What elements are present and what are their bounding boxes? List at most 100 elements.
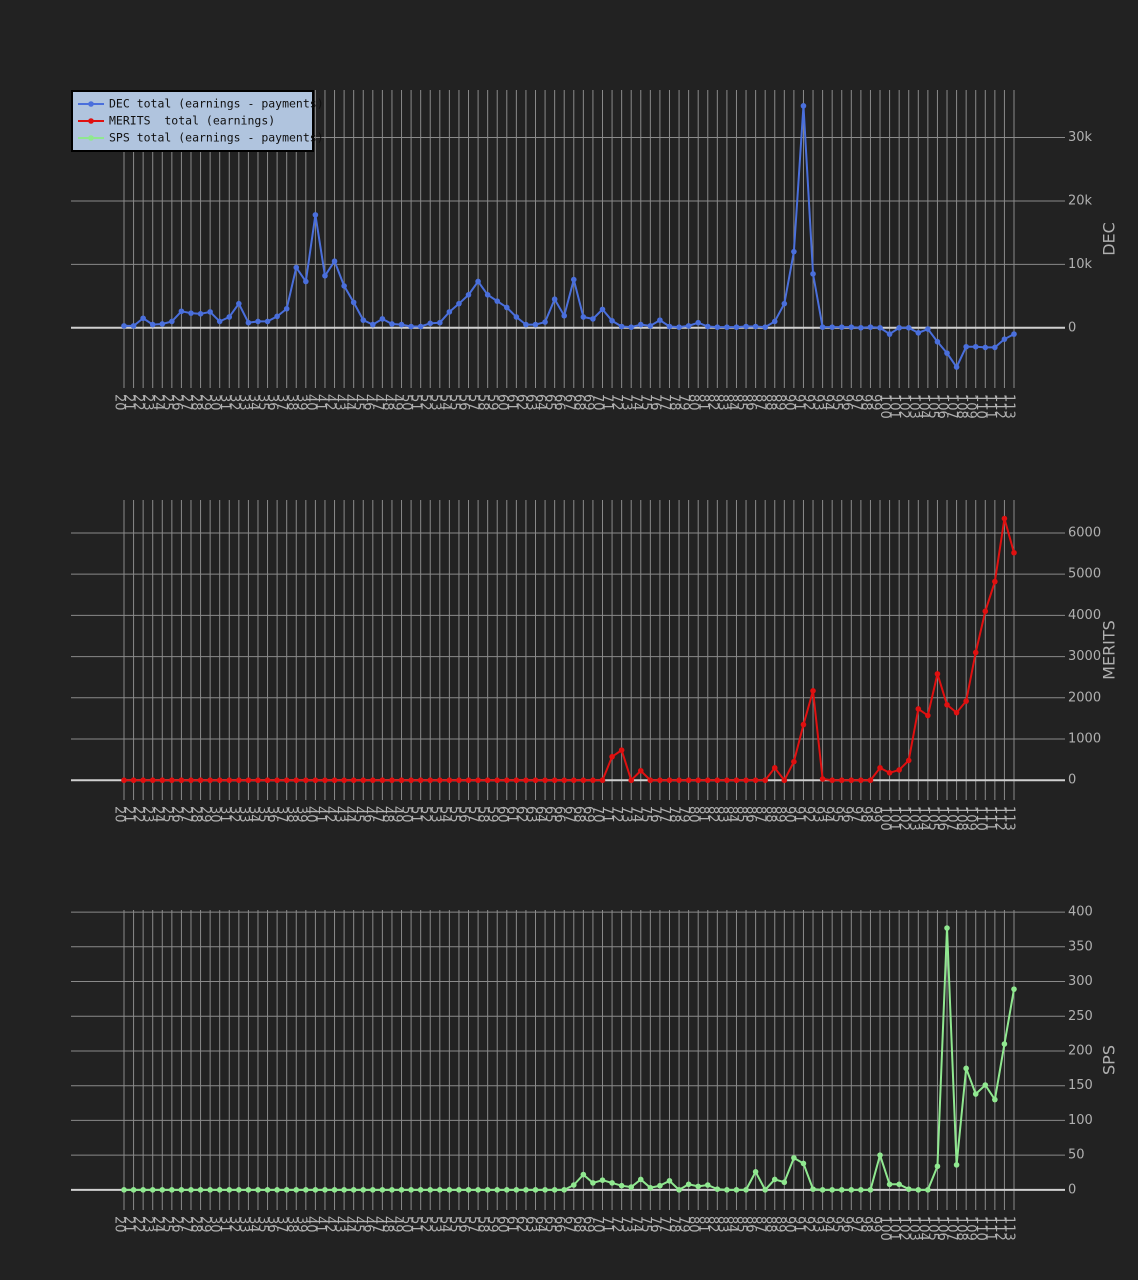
data-point — [475, 278, 481, 285]
x-tick-label: 78 — [667, 806, 682, 823]
x-tick-label: 24 — [150, 806, 165, 823]
x-tick-label: 37 — [274, 394, 289, 411]
data-point — [523, 1187, 529, 1193]
x-tick-label: 75 — [638, 1216, 653, 1233]
data-point — [408, 1187, 414, 1193]
x-tick-label: 46 — [360, 394, 375, 411]
x-tick-label: 32 — [226, 806, 241, 823]
x-tick-label: 94 — [820, 1216, 835, 1233]
x-tick-label: 76 — [647, 1216, 662, 1233]
data-point — [1011, 331, 1017, 337]
y-tick-label: 1000 — [1068, 732, 1101, 747]
x-tick-label: 113 — [1002, 394, 1017, 419]
data-point — [456, 777, 462, 784]
x-tick-label: 104 — [915, 1216, 930, 1241]
data-point — [1001, 1041, 1008, 1047]
x-tick-label: 66 — [552, 1216, 567, 1233]
x-tick-label: 110 — [973, 1216, 988, 1241]
data-point — [465, 291, 472, 298]
data-point — [255, 777, 261, 784]
data-point — [216, 318, 223, 325]
x-tick-label: 99 — [868, 394, 883, 411]
data-point — [188, 777, 194, 784]
data-point — [791, 1155, 797, 1161]
data-point — [169, 1187, 175, 1193]
x-tick-label: 103 — [906, 1216, 921, 1241]
x-tick-label: 106 — [935, 394, 950, 419]
data-point — [408, 323, 414, 330]
x-tick-label: 50 — [399, 1216, 414, 1233]
x-tick-label: 26 — [169, 394, 184, 411]
x-tick-label: 24 — [150, 394, 165, 411]
legend-box — [71, 90, 314, 152]
x-tick-label: 79 — [676, 394, 691, 411]
y-axis-title: DEC — [1100, 222, 1119, 256]
data-point — [446, 1187, 453, 1193]
data-point — [379, 777, 386, 784]
y-tick-label: 20k — [1068, 193, 1093, 208]
data-point — [905, 757, 912, 764]
data-point — [312, 1187, 319, 1193]
y-tick-label: 150 — [1068, 1078, 1093, 1093]
data-point — [398, 777, 405, 784]
data-point — [695, 777, 701, 784]
x-tick-label: 49 — [389, 806, 404, 823]
x-tick-label: 89 — [772, 1216, 787, 1233]
y-tick-label: 0 — [1068, 1182, 1076, 1197]
data-point — [685, 777, 692, 784]
x-tick-label: 64 — [533, 1216, 548, 1233]
x-tick-label: 73 — [619, 394, 634, 411]
data-point — [743, 323, 749, 330]
data-point — [724, 324, 730, 330]
data-point — [905, 324, 912, 331]
x-tick-label: 52 — [418, 394, 433, 411]
x-tick-label: 41 — [312, 1216, 327, 1233]
data-point — [494, 1187, 501, 1193]
x-tick-label: 33 — [236, 394, 251, 411]
data-point — [819, 776, 826, 782]
data-point — [513, 777, 520, 784]
x-tick-label: 86 — [743, 806, 758, 823]
data-point — [743, 777, 749, 784]
data-point — [590, 777, 596, 784]
data-point — [532, 321, 539, 328]
data-point — [944, 350, 950, 356]
x-tick-label: 79 — [676, 806, 691, 823]
data-point — [953, 364, 960, 370]
x-tick-label: 50 — [399, 394, 414, 411]
data-point — [293, 264, 300, 271]
data-point — [484, 777, 491, 784]
x-tick-label: 84 — [724, 394, 739, 411]
data-point — [303, 1187, 309, 1193]
x-tick-label: 87 — [753, 806, 768, 823]
data-point — [178, 308, 185, 315]
data-point — [982, 608, 989, 615]
x-tick-label: 28 — [188, 806, 203, 823]
x-tick-label: 46 — [360, 806, 375, 823]
x-tick-label: 39 — [293, 806, 308, 823]
data-point — [149, 1187, 156, 1193]
x-tick-label: 76 — [647, 806, 662, 823]
data-point — [236, 300, 242, 307]
data-point — [590, 316, 596, 322]
data-point — [484, 1187, 491, 1193]
x-tick-label: 58 — [475, 394, 490, 411]
x-tick-label: 26 — [169, 806, 184, 823]
data-point — [800, 1160, 807, 1167]
data-point — [121, 323, 127, 329]
data-point — [762, 324, 768, 330]
y-tick-label: 30k — [1068, 130, 1093, 145]
x-tick-label: 77 — [657, 806, 672, 823]
data-point — [283, 1187, 290, 1193]
x-tick-label: 77 — [657, 394, 672, 411]
data-point — [121, 777, 127, 784]
x-tick-label: 99 — [868, 1216, 883, 1233]
data-point — [877, 324, 883, 331]
x-tick-label: 62 — [513, 394, 528, 411]
x-tick-label: 23 — [140, 806, 155, 823]
x-tick-label: 23 — [140, 1216, 155, 1233]
x-tick-label: 70 — [590, 394, 605, 411]
data-point — [121, 1187, 127, 1193]
x-tick-label: 66 — [552, 394, 567, 411]
